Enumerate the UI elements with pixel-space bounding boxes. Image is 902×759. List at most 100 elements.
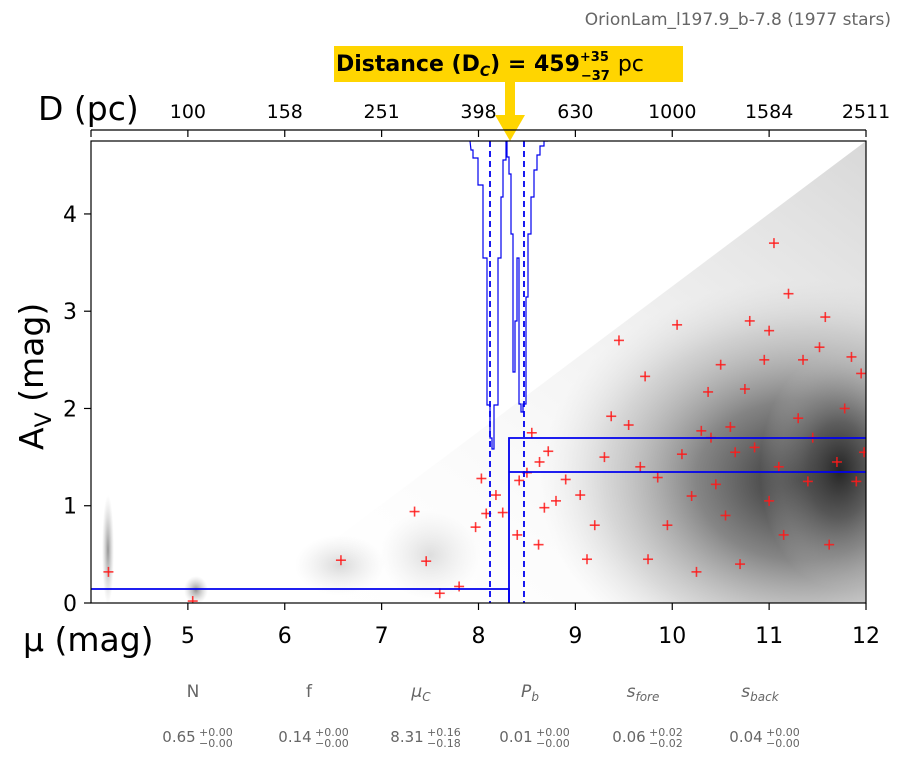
star-point <box>859 447 866 458</box>
param-plus: +0.00 <box>199 726 233 739</box>
distance-posterior-histogram <box>469 141 548 450</box>
star-point <box>575 490 586 501</box>
star-points <box>103 238 866 603</box>
star-point <box>490 490 501 501</box>
star-point <box>539 502 550 513</box>
banner-sup: +35 <box>580 50 609 65</box>
param-value: 0.14 <box>278 728 311 746</box>
star-point <box>686 491 697 502</box>
x-tick-label: 7 <box>375 624 389 649</box>
star-point <box>534 456 545 467</box>
star-point <box>676 449 687 460</box>
x-axis-label: μ (mag) <box>23 620 154 659</box>
y-tick-label: 0 <box>63 592 77 617</box>
param-5: sfore 0.06 +0.02−0.02 <box>612 682 682 750</box>
star-point <box>703 386 714 397</box>
top-tick-label: 100 <box>170 101 206 123</box>
star-point <box>725 421 736 432</box>
star-point <box>856 368 866 379</box>
banner-mid: ) = 459 <box>490 52 580 77</box>
star-point <box>582 554 592 565</box>
star-point <box>640 371 651 382</box>
star-point <box>739 384 750 395</box>
top-tick-label: 1000 <box>648 101 696 123</box>
star-point <box>606 411 617 422</box>
star-point <box>335 555 346 566</box>
star-point <box>798 354 809 365</box>
y-axis-label: AV (mag) <box>12 303 57 450</box>
top-axis: 100 158 251 398 630 1000 1584 2511 <box>90 101 890 137</box>
star-point <box>533 539 544 550</box>
param-name: f <box>306 682 313 702</box>
param-3: μC 8.31 +0.16−0.18 <box>390 682 460 750</box>
star-point <box>820 312 831 323</box>
top-tick-label: 251 <box>363 101 399 123</box>
star-point <box>470 522 481 533</box>
y-tick-label: 3 <box>63 300 77 325</box>
param-minus: −0.00 <box>536 737 570 750</box>
param-4: Pb 0.01 +0.00−0.00 <box>499 682 569 750</box>
star-point <box>691 566 702 577</box>
star-point <box>560 474 571 485</box>
star-point <box>589 520 600 531</box>
star-point <box>514 475 525 486</box>
param-minus: −0.00 <box>199 737 233 750</box>
star-point <box>846 351 857 362</box>
star-point <box>613 335 624 346</box>
param-2: f 0.14 +0.00−0.00 <box>278 682 348 750</box>
param-name: Pb <box>521 682 539 704</box>
star-point <box>434 588 445 599</box>
star-point <box>543 446 554 457</box>
banner-arrow <box>495 82 525 141</box>
param-value: 8.31 <box>390 728 423 746</box>
star-point <box>103 566 114 577</box>
star-point <box>764 325 775 336</box>
star-point <box>599 452 610 463</box>
star-point <box>730 447 741 458</box>
distance-banner-bg <box>334 46 683 82</box>
param-plus: +0.02 <box>649 726 683 739</box>
top-tick-label: 2511 <box>842 101 890 123</box>
top-axis-label: D (pc) <box>38 89 139 128</box>
param-plus: +0.00 <box>315 726 349 739</box>
param-plus: +0.00 <box>536 726 570 739</box>
x-tick-label: 11 <box>755 624 783 649</box>
top-tick-label: 1584 <box>745 101 793 123</box>
star-point <box>720 510 731 521</box>
param-name: μC <box>410 682 431 704</box>
y-tick-label: 2 <box>63 397 77 422</box>
star-point <box>476 473 487 484</box>
param-6: sback 0.04 +0.00−0.00 <box>729 682 799 750</box>
y-tick-label: 4 <box>63 203 77 228</box>
param-name: N <box>187 682 200 702</box>
model-lines <box>91 141 866 603</box>
star-point <box>749 442 760 453</box>
param-value: 0.01 <box>499 728 532 746</box>
star-point <box>551 495 561 506</box>
param-minus: −0.02 <box>649 737 683 750</box>
y-axis: 0 1 2 3 4 <box>63 203 91 617</box>
x-axis: 5 6 7 8 9 10 11 12 <box>181 603 880 649</box>
star-point <box>643 554 654 565</box>
star-point <box>783 288 794 299</box>
param-name: sback <box>741 682 779 704</box>
banner-sub2: −37 <box>581 69 610 84</box>
x-tick-label: 10 <box>658 624 686 649</box>
star-point <box>778 529 789 540</box>
background-extinction-high-line <box>508 437 866 603</box>
star-point <box>764 495 775 506</box>
y-tick-label: 1 <box>63 495 77 520</box>
star-point <box>409 506 420 517</box>
star-point <box>187 596 198 603</box>
density-background <box>102 141 866 603</box>
param-minus: −0.00 <box>766 737 800 750</box>
x-tick-label: 6 <box>278 624 292 649</box>
star-point <box>526 427 537 438</box>
star-point <box>851 476 862 487</box>
star-point <box>652 472 663 483</box>
param-1: N 0.65 +0.00−0.00 <box>162 682 232 750</box>
star-point <box>793 413 804 424</box>
param-minus: −0.18 <box>427 737 461 750</box>
